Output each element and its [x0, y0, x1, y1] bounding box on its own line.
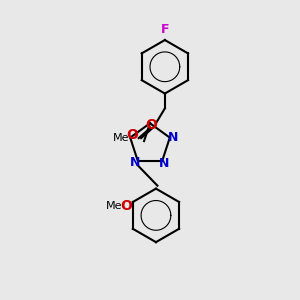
Text: Me: Me [106, 202, 123, 212]
Text: F: F [160, 22, 169, 36]
Text: Me: Me [113, 133, 130, 142]
Text: N: N [168, 131, 178, 144]
Text: O: O [126, 128, 138, 142]
Text: O: O [120, 200, 132, 214]
Text: O: O [146, 118, 158, 132]
Text: N: N [158, 158, 169, 170]
Text: N: N [130, 156, 140, 169]
